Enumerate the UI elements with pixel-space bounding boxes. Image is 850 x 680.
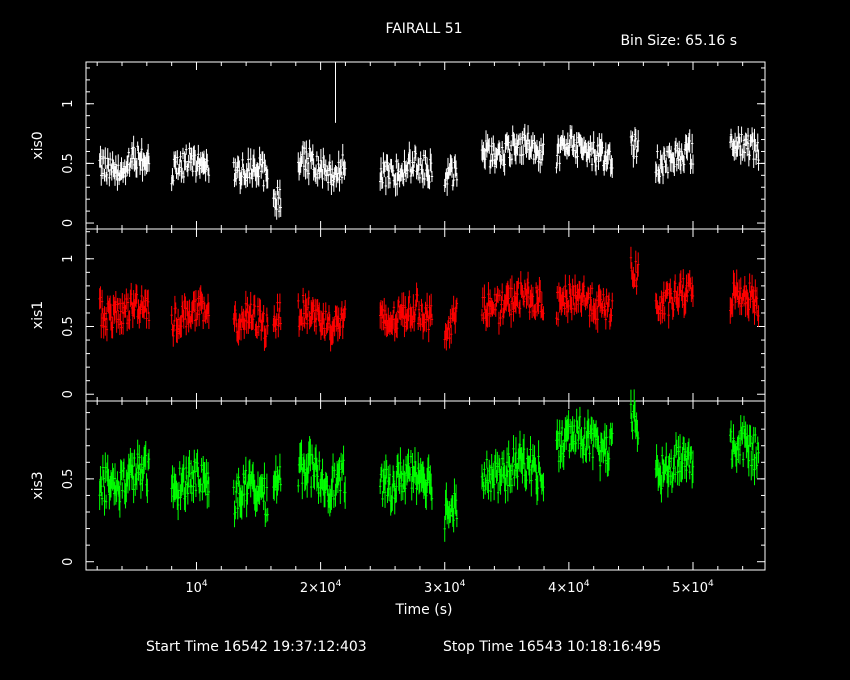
panels-group: 0 0.5 1 xis0 0 0.5 1 xis1 0 0.5 xis3 104 2×104 3×104 4… xyxy=(30,61,766,596)
panel-label-xis0: xis0 xyxy=(30,131,46,159)
panel-label-xis3: xis3 xyxy=(30,471,46,499)
stop-time-label: Stop Time 16543 10:18:16:495 xyxy=(443,639,661,655)
bin-size-label: Bin Size: 65.16 s xyxy=(620,33,737,49)
x-tick-label: 5×104 xyxy=(672,579,714,596)
y-tick-label: 0.5 xyxy=(61,316,76,337)
y-tick-label: 1 xyxy=(61,255,76,263)
y-tick-label: 0.5 xyxy=(61,469,76,490)
x-axis-label: Time (s) xyxy=(395,602,453,618)
start-time-label: Start Time 16542 19:37:12:403 xyxy=(146,639,367,655)
y-tick-label: 1 xyxy=(61,100,76,108)
y-tick-label: 0 xyxy=(61,558,76,566)
x-tick-label: 4×104 xyxy=(548,579,590,596)
y-tick-label: 0 xyxy=(61,219,76,227)
y-tick-label: 0 xyxy=(61,390,76,398)
x-tick-label: 3×104 xyxy=(424,579,466,596)
panel-label-xis1: xis1 xyxy=(30,301,46,329)
chart-title: FAIRALL 51 xyxy=(385,21,462,37)
y-tick-label: 0.5 xyxy=(61,153,76,174)
x-tick-label: 104 xyxy=(185,579,208,596)
x-tick-label: 2×104 xyxy=(300,579,342,596)
panel-frame-xis3 xyxy=(85,400,766,571)
